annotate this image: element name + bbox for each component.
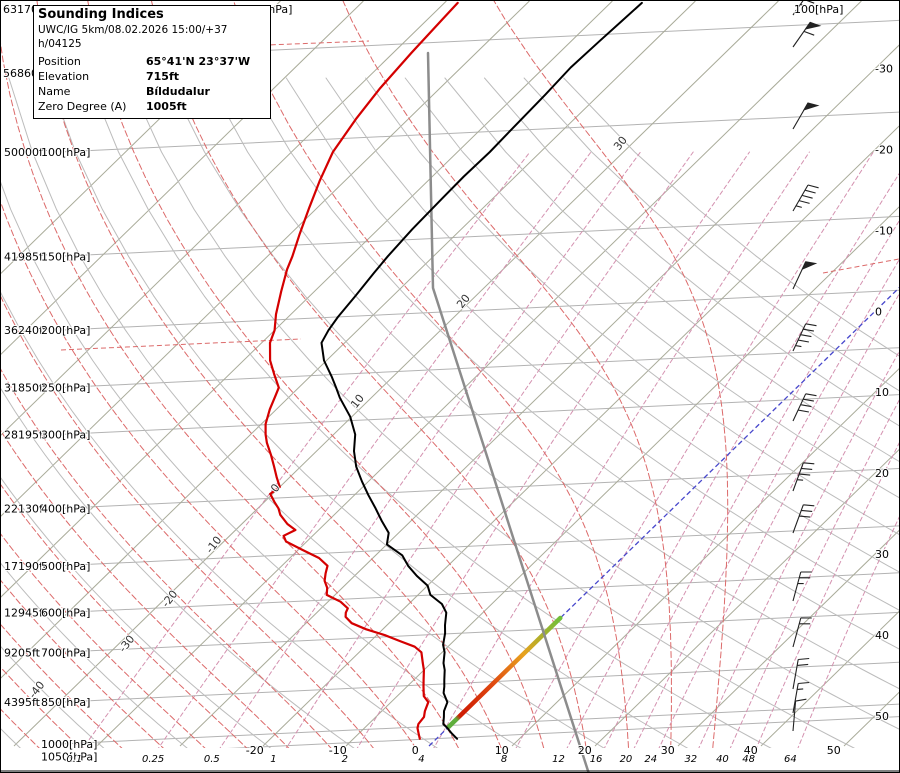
pressure-label: 850[hPa]: [41, 696, 90, 709]
mixing-ratio-label: 0.5: [204, 754, 220, 765]
info-row-value: 715ft: [146, 70, 180, 83]
wind-barb-flag: [804, 21, 822, 30]
info-row: Elevation 715ft: [38, 69, 266, 84]
altitude-label: 4395ft: [4, 696, 41, 709]
info-row: Zero Degree (A) 1005ft: [38, 99, 266, 114]
bottom-isotherm-label: -10: [329, 744, 347, 757]
sounding-curves: [264, 1, 643, 740]
mixing-ratio-label: 20: [620, 754, 633, 765]
wind-barb: [792, 462, 815, 492]
mixing-ratio-label: 0.1: [66, 754, 82, 765]
right-isotherm-label: 10: [875, 386, 889, 399]
wind-barb: [792, 1, 815, 16]
bottom-isotherm-label: 40: [744, 744, 758, 757]
info-row-label: Elevation: [38, 70, 90, 83]
pressure-label: 700[hPa]: [41, 646, 90, 659]
mixing-ratio-label: 4: [418, 754, 424, 765]
reference-parcel-line: [426, 51, 590, 772]
altitude-label: 17190ft: [4, 560, 48, 573]
dewpoint-curve: [264, 1, 459, 740]
info-row: Position 65°41'N 23°37'W: [38, 54, 266, 69]
wind-barb: [792, 323, 817, 352]
wind-barb: [792, 504, 815, 534]
inplot-line-label: 20: [454, 292, 473, 311]
pressure-label: 500[hPa]: [41, 560, 90, 573]
wind-barb-flag: [802, 102, 820, 111]
info-rows: Position 65°41'N 23°37'W Elevation 715ft Nam…: [38, 54, 266, 114]
wind-barbs: [792, 1, 822, 732]
pressure-label: 300[hPa]: [41, 428, 90, 441]
info-row-value: Bíldudalur: [146, 85, 210, 98]
right-isotherm-label: -10: [875, 224, 893, 237]
pressure-label: 600[hPa]: [41, 607, 90, 620]
right-isotherm-label: 40: [875, 629, 889, 642]
mixing-ratio-label: 48: [742, 754, 755, 765]
inplot-line-label: -20: [159, 588, 180, 610]
right-isotherm-label: 20: [875, 467, 889, 480]
wind-barb: [792, 617, 812, 648]
altitude-label: 31850ft: [4, 382, 48, 395]
mixing-ratio-label: 24: [644, 754, 657, 765]
altitude-label: 22130ft: [4, 502, 48, 515]
mixing-ratio-label: 1: [270, 754, 276, 765]
mixing-ratio-label: 64: [784, 754, 797, 765]
mixing-ratio-label: 40: [716, 754, 729, 765]
info-row-label: Name: [38, 85, 71, 98]
bottom-isotherm-label: -20: [246, 744, 264, 757]
mixing-ratio-label: 16: [590, 754, 603, 765]
altitude-label: 36240ft: [4, 324, 48, 337]
mixing-ratio-label: 12: [552, 754, 565, 765]
right-isotherm-label: 0: [875, 305, 882, 318]
info-model-line: UWC/IG 5km/08.02.2026 15:00/+37 h/04125: [38, 24, 228, 50]
altitude-label: 41985ft: [4, 250, 48, 263]
altitude-label: 9205ft: [4, 646, 41, 659]
inplot-line-label: -30: [116, 633, 137, 655]
info-row: Name Bíldudalur: [38, 84, 266, 99]
wind-barb: [792, 184, 819, 212]
info-row-label: Zero Degree (A): [38, 100, 127, 113]
zero-degree-gradient-marker: [446, 615, 563, 730]
bottom-isotherm-label: 50: [827, 744, 841, 757]
altitude-label: 12945ft: [4, 607, 48, 620]
pressure-label: 200[hPa]: [41, 324, 90, 337]
wind-barb: [792, 698, 807, 732]
info-title: Sounding Indices: [38, 7, 164, 22]
pressure-label: 250[hPa]: [41, 382, 90, 395]
info-row-value: 65°41'N 23°37'W: [146, 55, 251, 68]
right-isotherm-label: -20: [875, 144, 893, 157]
pressure-label: 100[hPa]: [794, 3, 843, 16]
altitude-label: 28195ft: [4, 428, 48, 441]
info-row-value: 1005ft: [146, 100, 187, 113]
mixing-ratio-label: 0.25: [142, 754, 164, 765]
info-row-label: Position: [38, 55, 81, 68]
wind-barb-flag: [801, 261, 818, 271]
altitude-label: 50000ft: [4, 146, 48, 159]
bottom-isotherm-label: 20: [578, 744, 592, 757]
mixing-ratio-label: 32: [684, 754, 697, 765]
bottom-isotherm-label: 10: [495, 744, 509, 757]
bottom-isotherm-label: 30: [661, 744, 675, 757]
mixing-ratio-label: 8: [501, 754, 507, 765]
bottom-isotherm-label: 0: [412, 744, 419, 757]
wind-barb: [792, 393, 817, 422]
sounding-info-panel: Sounding Indices UWC/IG 5km/08.02.2026 1…: [33, 5, 271, 119]
right-isotherm-label: 30: [875, 548, 889, 561]
pressure-label: 1050[hPa]: [41, 751, 97, 764]
right-isotherm-label: -30: [875, 63, 893, 76]
mixing-ratio-label: 2: [342, 754, 348, 765]
pressure-label: 150[hPa]: [41, 250, 90, 263]
pressure-label: 1000[hPa]: [41, 738, 97, 751]
wind-barb: [792, 571, 812, 602]
wind-barb: [792, 681, 810, 714]
right-isotherm-label: 50: [875, 710, 889, 723]
wind-barb: [792, 657, 810, 690]
pressure-label: 400[hPa]: [41, 502, 90, 515]
inplot-line-label: 10: [348, 392, 367, 411]
pressure-label: 100[hPa]: [41, 146, 90, 159]
grid-lines: [1, 1, 899, 748]
inplot-line-label: 30: [611, 134, 630, 153]
temperature-curve: [320, 1, 643, 740]
